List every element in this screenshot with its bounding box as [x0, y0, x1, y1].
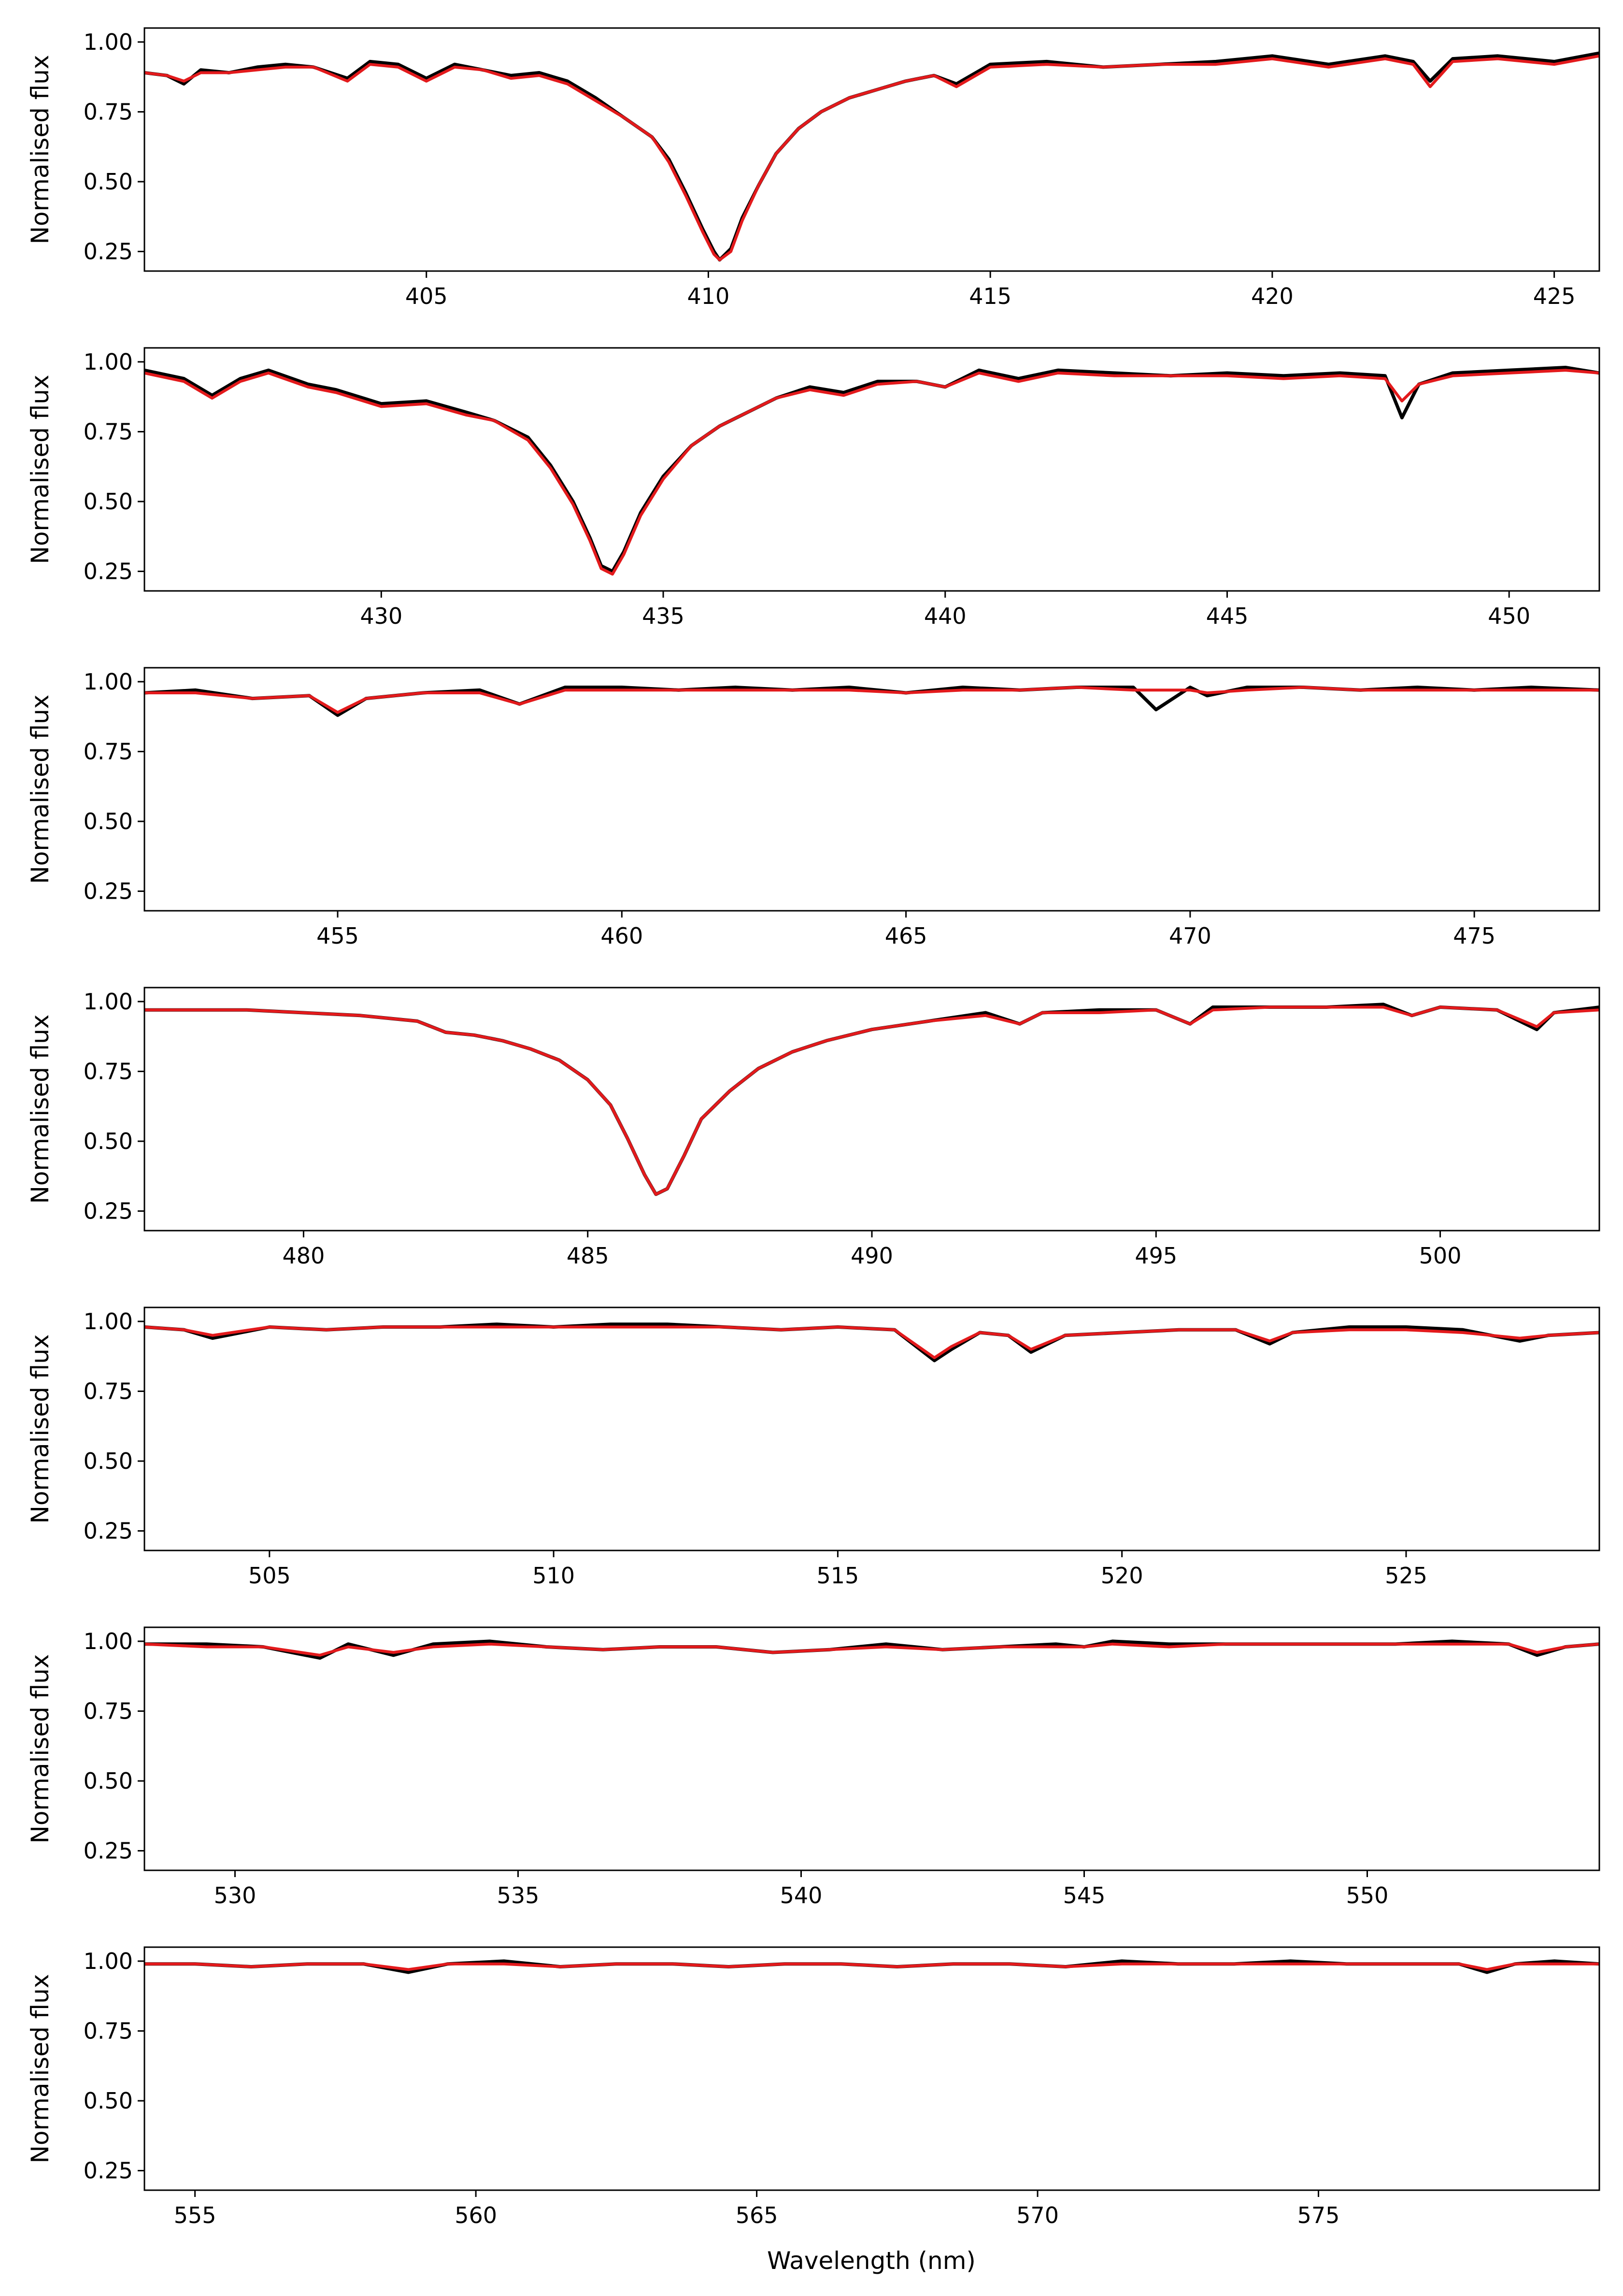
- y-tick-label: 0.25: [84, 1838, 133, 1864]
- y-tick-label: 0.75: [84, 738, 133, 764]
- x-tick-label: 470: [1169, 923, 1211, 949]
- y-tick-label: 0.50: [84, 808, 133, 834]
- x-tick-label: 445: [1206, 603, 1249, 629]
- x-tick-label: 540: [780, 1882, 823, 1909]
- y-tick-label: 1.00: [84, 349, 133, 375]
- x-tick-label: 490: [851, 1243, 893, 1269]
- y-tick-label: 1.00: [84, 1948, 133, 1974]
- y-tick-label: 0.25: [84, 878, 133, 904]
- y-tick-label: 1.00: [84, 1308, 133, 1335]
- x-tick-label: 505: [248, 1563, 291, 1589]
- model-fit-line: [144, 1325, 1599, 1360]
- y-tick-label: 0.50: [84, 1128, 133, 1154]
- plot-frame: [143, 27, 1600, 272]
- x-tick-label: 450: [1488, 603, 1530, 629]
- model-fit-line: [144, 1642, 1599, 1657]
- y-axis-label: Normalised flux: [26, 1334, 54, 1523]
- x-tick-label: 485: [567, 1243, 609, 1269]
- y-tick-label: 0.50: [84, 2088, 133, 2114]
- plot-frame: [143, 347, 1600, 592]
- x-tick-label: 530: [214, 1882, 256, 1909]
- model-fit-line: [144, 1005, 1599, 1196]
- y-tick-label: 0.75: [84, 418, 133, 445]
- panel-2: 430 435 440 445 450 0.25 0.50 0.75 1.00 Normalise…: [26, 347, 1600, 629]
- y-tick-label: 1.00: [84, 669, 133, 695]
- y-axis-label: Normalised flux: [26, 55, 54, 244]
- y-tick-label: 0.25: [84, 1198, 133, 1224]
- x-tick-label: 405: [405, 283, 448, 309]
- y-axis-label: Normalised flux: [26, 1974, 54, 2163]
- y-tick-label: 0.25: [84, 559, 133, 585]
- x-tick-label: 575: [1297, 2202, 1340, 2228]
- panel-1: 405 410 415 420 425 0.25 0.50 0.75 1.00 Normalise…: [26, 27, 1600, 309]
- x-tick-label: 500: [1419, 1243, 1462, 1269]
- y-tick-label: 0.75: [84, 2018, 133, 2044]
- x-tick-label: 465: [885, 923, 927, 949]
- x-tick-label: 410: [687, 283, 730, 309]
- y-tick-label: 0.50: [84, 1448, 133, 1474]
- x-tick-label: 440: [924, 603, 967, 629]
- y-tick-label: 0.25: [84, 2158, 133, 2184]
- plot-frame: [143, 1626, 1600, 1871]
- y-tick-label: 0.75: [84, 1058, 133, 1084]
- x-tick-label: 510: [532, 1563, 575, 1589]
- y-axis-label: Normalised flux: [26, 374, 54, 564]
- x-tick-label: 520: [1101, 1563, 1143, 1589]
- x-tick-label: 565: [736, 2202, 778, 2228]
- x-tick-label: 525: [1385, 1563, 1427, 1589]
- x-tick-label: 415: [969, 283, 1011, 309]
- x-tick-label: 515: [817, 1563, 859, 1589]
- plot-frame: [143, 1306, 1600, 1551]
- x-tick-label: 550: [1346, 1882, 1389, 1909]
- panel-6: 530 535 540 545 550 0.25 0.50 0.75 1.00 Normalise…: [26, 1626, 1600, 1909]
- y-axis-label: Normalised flux: [26, 1654, 54, 1843]
- y-tick-label: 0.75: [84, 1698, 133, 1724]
- panel-5: 505 510 515 520 525 0.25 0.50 0.75 1.00 Normalise…: [26, 1306, 1600, 1589]
- y-tick-label: 1.00: [84, 1628, 133, 1654]
- y-tick-label: 1.00: [84, 29, 133, 55]
- x-tick-label: 425: [1533, 283, 1576, 309]
- panel-7: 555 560 565 570 575 0.25 0.50 0.75 1.00 Normalise…: [26, 1946, 1600, 2228]
- x-tick-label: 480: [283, 1243, 325, 1269]
- x-tick-label: 420: [1251, 283, 1294, 309]
- x-axis-label: Wavelength (nm): [767, 2247, 976, 2275]
- y-tick-label: 0.75: [84, 99, 133, 125]
- x-tick-label: 475: [1453, 923, 1495, 949]
- y-tick-label: 0.50: [84, 1768, 133, 1794]
- y-tick-label: 0.25: [84, 239, 133, 265]
- model-fit-line: [144, 369, 1599, 576]
- x-tick-label: 545: [1063, 1882, 1106, 1909]
- x-tick-label: 435: [642, 603, 684, 629]
- model-fit-line: [144, 686, 1599, 714]
- y-tick-label: 1.00: [84, 989, 133, 1015]
- x-tick-label: 535: [497, 1882, 540, 1909]
- plot-frame: [143, 1946, 1600, 2191]
- y-axis-label: Normalised flux: [26, 694, 54, 884]
- x-tick-label: 495: [1135, 1243, 1177, 1269]
- x-tick-label: 455: [316, 923, 359, 949]
- x-tick-label: 570: [1016, 2202, 1059, 2228]
- x-tick-label: 555: [174, 2202, 216, 2228]
- plot-frame: [143, 667, 1600, 912]
- panels-container: 405 410 415 420 425 0.25 0.50 0.75 1.00 Normalise…: [26, 27, 1600, 2228]
- y-tick-label: 0.50: [84, 488, 133, 515]
- y-tick-label: 0.75: [84, 1378, 133, 1404]
- model-fit-line: [144, 1962, 1599, 1971]
- y-axis-label: Normalised flux: [26, 1014, 54, 1204]
- y-tick-label: 0.25: [84, 1518, 133, 1544]
- y-tick-label: 0.50: [84, 169, 133, 195]
- x-tick-label: 460: [600, 923, 643, 949]
- x-tick-label: 560: [455, 2202, 497, 2228]
- panel-3: 455 460 465 470 475 0.25 0.50 0.75 1.00 Normalise…: [26, 667, 1600, 949]
- x-tick-label: 430: [360, 603, 402, 629]
- model-fit-line: [144, 54, 1599, 261]
- panel-4: 480 485 490 495 500 0.25 0.50 0.75 1.00 Normalise…: [26, 987, 1600, 1269]
